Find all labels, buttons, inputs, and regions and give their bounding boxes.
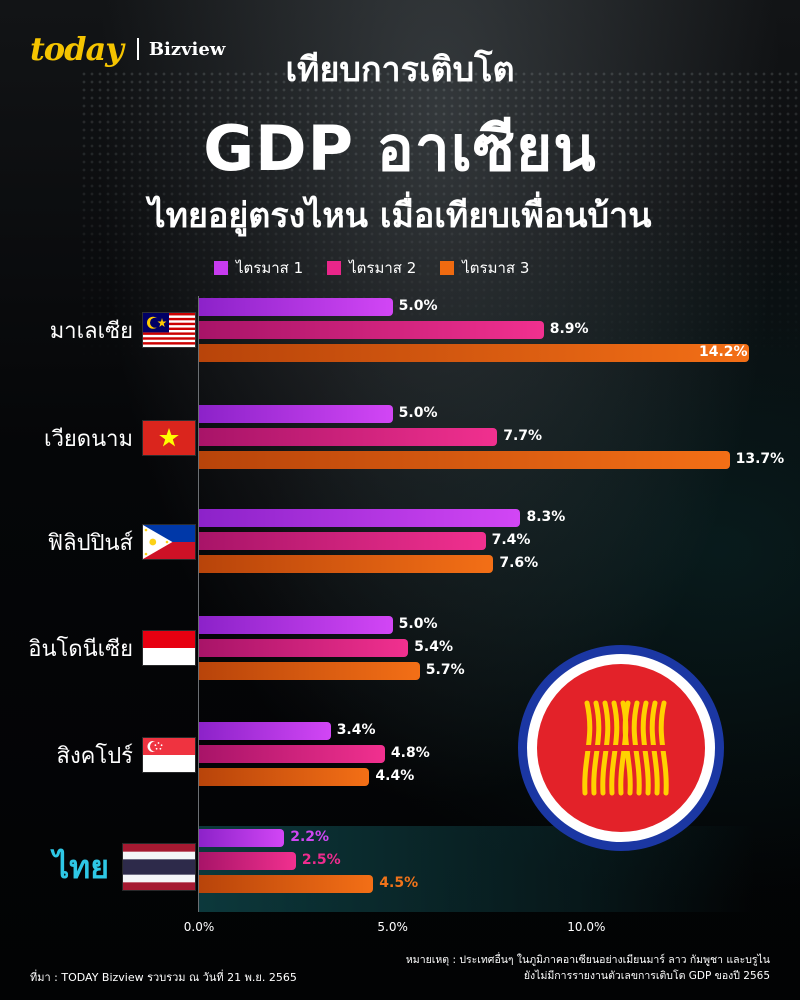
vietnam-flag (143, 421, 195, 455)
asean-emblem (518, 645, 724, 851)
rice-stalk-icon (577, 700, 669, 796)
today-logo: today (30, 30, 124, 68)
chart-legend: ไตรมาส 1 ไตรมาส 2 ไตรมาส 3 (214, 256, 529, 280)
category-philippines: ฟิลิปปินส์ (20, 512, 195, 572)
legend-item-q1: ไตรมาส 1 (214, 256, 303, 280)
legend-label-q1: ไตรมาส 1 (236, 259, 304, 277)
legend-label-q3: ไตรมาส 3 (462, 259, 530, 277)
brand-logo: today Bizview (30, 30, 225, 68)
legend-item-q2: ไตรมาส 2 (327, 256, 416, 280)
title-line-3: ไทยอยู่ตรงไหน เมื่อเทียบเพื่อนบ้าน (148, 196, 652, 236)
category-singapore: สิงคโปร์ (20, 725, 195, 785)
category-indonesia: อินโดนีเซีย (20, 618, 195, 678)
footnote-line-2: ยังไม่มีการรายงานตัวเลขการเติบโต GDP ของ… (523, 970, 770, 982)
source-note: ที่มา : TODAY Bizview รวบรวม ณ วันที่ 21… (30, 971, 297, 984)
background-dot-matrix (80, 70, 800, 370)
title-line-1: เทียบการเติบโต (285, 50, 515, 90)
singapore-flag (143, 738, 195, 772)
legend-item-q3: ไตรมาส 3 (440, 256, 529, 280)
title-line-2: GDP อาเซียน (203, 112, 597, 185)
rice-band (577, 745, 669, 751)
category-malaysia: มาเลเซีย (20, 300, 195, 360)
legend-label-q2: ไตรมาส 2 (349, 259, 417, 277)
category-label: ฟิลิปปินส์ (47, 530, 133, 556)
category-label: มาเลเซีย (49, 318, 133, 344)
y-axis-line (198, 296, 199, 912)
category-label: ไทย (53, 847, 109, 886)
category-label: สิงคโปร์ (56, 743, 133, 769)
category-thailand: ไทย (20, 832, 195, 902)
category-label: เวียดนาม (44, 426, 133, 452)
category-label: อินโดนีเซีย (28, 636, 133, 662)
category-vietnam: เวียดนาม (20, 408, 195, 468)
footnote-line-1: หมายเหตุ : ประเทศอื่นๆ ในภูมิภาคอาเซียนอ… (405, 954, 770, 966)
brand-divider (136, 38, 139, 60)
thailand-flag (123, 844, 195, 890)
indonesia-flag (143, 631, 195, 665)
footnote: หมายเหตุ : ประเทศอื่นๆ ในภูมิภาคอาเซียนอ… (406, 952, 770, 984)
legend-swatch-q2 (327, 261, 342, 275)
philippines-flag (143, 525, 195, 559)
legend-swatch-q3 (440, 261, 455, 275)
bizview-logo: Bizview (148, 38, 226, 60)
legend-swatch-q1 (214, 261, 228, 275)
malaysia-flag (143, 313, 195, 347)
